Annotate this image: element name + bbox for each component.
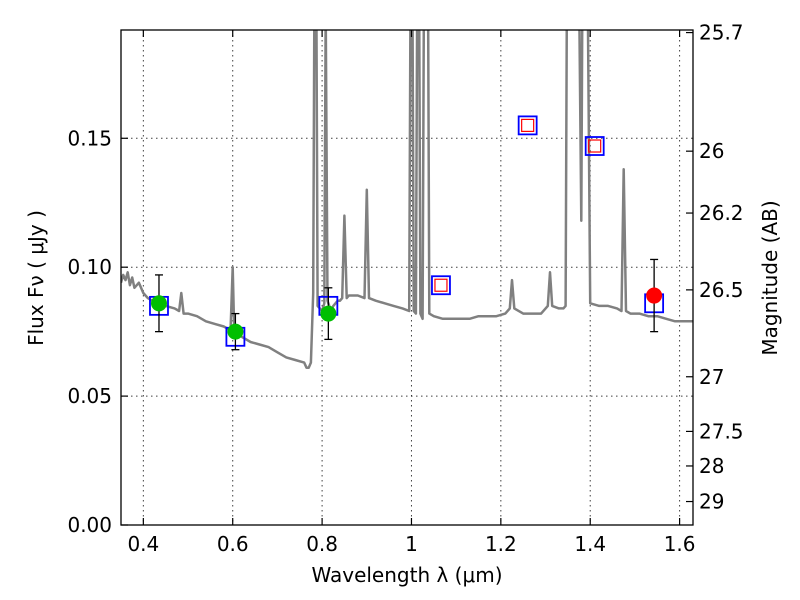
detection-point [150, 295, 167, 312]
axis-ticks: 0.4 0.6 0.8 1 1.2 1.4 1.6 0.00 0.05 0.10 0.15 25.7 2… [67, 21, 743, 556]
y2-tick-label: 27 [699, 365, 724, 389]
model-band-box [517, 115, 538, 136]
y2-tick-label: 29 [699, 490, 724, 514]
upper-limit-marker [521, 118, 535, 132]
upper-limit-marker [434, 278, 448, 292]
y2-tick-label: 28 [699, 454, 724, 478]
model-band-box [431, 275, 451, 296]
detection-point [646, 287, 663, 304]
y-axis-label: Flux Fν ( μJy ) [24, 210, 48, 346]
detection-point [320, 305, 337, 322]
x-tick-label: 0.4 [127, 532, 159, 556]
y2-tick-label: 26.5 [699, 278, 744, 302]
y2-tick-label: 26 [699, 139, 724, 163]
model-spectrum-line [121, 30, 693, 369]
y-tick-label: 0.10 [67, 255, 112, 279]
plot-area [121, 30, 693, 369]
y-tick-label: 0.15 [67, 126, 112, 150]
x-tick-label: 1.4 [574, 532, 606, 556]
x-axis-label: Wavelength λ (μm) [311, 563, 502, 587]
x-tick-label: 1 [405, 532, 418, 556]
y2-tick-label: 27.5 [699, 419, 744, 443]
y2-tick-label: 25.7 [699, 21, 744, 45]
grid [121, 30, 693, 525]
detection-point [227, 323, 244, 340]
y-tick-label: 0.00 [67, 513, 112, 537]
x-tick-label: 0.6 [217, 532, 249, 556]
y2-tick-label: 26.2 [699, 201, 744, 225]
y-tick-label: 0.05 [67, 384, 112, 408]
x-tick-label: 1.6 [664, 532, 696, 556]
x-tick-label: 0.8 [306, 532, 338, 556]
upper-limit-marker [588, 139, 602, 153]
y2-axis-label: Magnitude (AB) [758, 200, 782, 355]
model-band-box [584, 136, 605, 156]
plot-frame [120, 29, 694, 526]
x-tick-label: 1.2 [485, 532, 517, 556]
